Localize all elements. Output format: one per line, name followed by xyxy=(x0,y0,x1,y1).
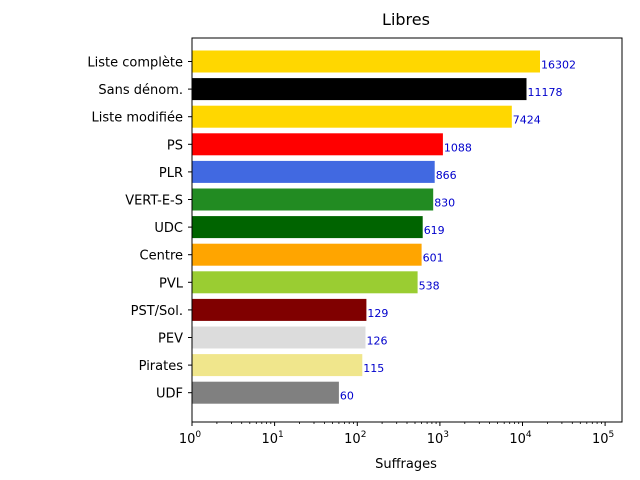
bar xyxy=(192,271,418,294)
bar xyxy=(192,160,435,183)
plot-frame xyxy=(191,37,623,423)
y-tick-label: UDF xyxy=(156,387,183,402)
bar-value-label: 60 xyxy=(340,390,354,403)
bar xyxy=(192,216,423,239)
y-tick-label: PEV xyxy=(158,332,183,347)
y-tick-label: Centre xyxy=(140,249,183,264)
x-axis-label: Suffrages xyxy=(375,457,437,472)
bar-value-label: 7424 xyxy=(513,114,541,127)
bar xyxy=(192,133,443,156)
bar xyxy=(192,78,527,101)
x-tick-label: 103 xyxy=(427,430,449,447)
bar-value-label: 601 xyxy=(423,252,444,265)
y-axis: Liste complète Sans dénom. Liste modifiée P… xyxy=(87,56,192,402)
bar xyxy=(192,326,366,349)
bar-value-label: 538 xyxy=(419,279,440,292)
y-tick-label: VERT-E-S xyxy=(125,194,183,209)
bar xyxy=(192,188,434,211)
bars-layer xyxy=(192,50,540,404)
y-tick-label: PST/Sol. xyxy=(131,304,183,319)
bar-value-label: 1088 xyxy=(444,141,472,154)
bar xyxy=(192,354,363,377)
bar xyxy=(192,105,512,128)
x-tick-label: 104 xyxy=(509,430,532,447)
bar xyxy=(192,243,422,266)
data-labels-layer: 16302 11178 7424 1088 866 830 619 601 538 129 126 1… xyxy=(340,59,576,403)
y-tick-label: Pirates xyxy=(139,359,184,374)
bar xyxy=(192,50,540,73)
x-axis: 100 101 102 103 104 105 xyxy=(179,422,614,447)
y-tick-label: Sans dénom. xyxy=(98,83,183,98)
bar-value-label: 11178 xyxy=(528,86,563,99)
chart-title: Libres xyxy=(382,10,430,29)
bar-value-label: 866 xyxy=(436,169,457,182)
bar-value-label: 619 xyxy=(424,224,445,237)
bar xyxy=(192,298,367,321)
y-tick-label: Liste modifiée xyxy=(91,111,183,126)
bar-value-label: 16302 xyxy=(541,59,576,72)
y-tick-label: PLR xyxy=(159,166,183,181)
x-tick-label: 101 xyxy=(261,430,283,447)
x-tick-label: 105 xyxy=(592,430,614,447)
bar-value-label: 830 xyxy=(434,197,455,210)
y-tick-label: UDC xyxy=(154,221,183,236)
bar xyxy=(192,381,339,404)
x-tick-label: 102 xyxy=(344,430,366,447)
bar-value-label: 115 xyxy=(363,362,384,375)
y-tick-label: Liste complète xyxy=(87,56,183,71)
bar-value-label: 129 xyxy=(367,307,388,320)
x-tick-label: 100 xyxy=(179,430,202,447)
y-tick-label: PVL xyxy=(159,276,184,291)
y-tick-label: PS xyxy=(167,138,183,153)
bar-value-label: 126 xyxy=(367,335,388,348)
